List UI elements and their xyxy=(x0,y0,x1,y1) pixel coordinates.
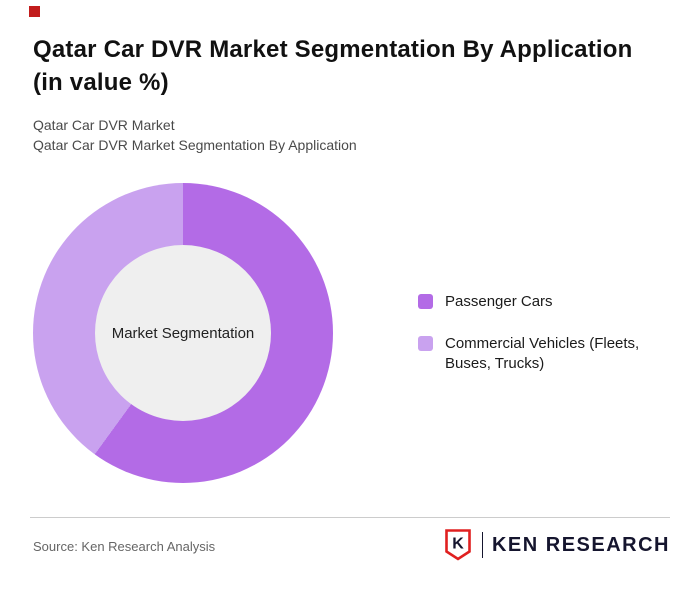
legend: Passenger Cars Commercial Vehicles (Flee… xyxy=(418,292,658,396)
donut-chart: Market Segmentation xyxy=(33,183,333,483)
logo-letter: K xyxy=(452,536,464,553)
logo-separator xyxy=(481,532,483,558)
red-marker xyxy=(29,6,40,17)
logo-shield-icon: K xyxy=(445,529,471,561)
donut-center-label: Market Segmentation xyxy=(111,324,255,342)
legend-swatch xyxy=(418,336,433,351)
source-text: Source: Ken Research Analysis xyxy=(33,539,216,554)
legend-item: Commercial Vehicles (Fleets, Buses, Truc… xyxy=(418,334,658,374)
chart-subtitle-line1: Qatar Car DVR Market xyxy=(33,117,175,133)
legend-label: Passenger Cars xyxy=(445,293,553,310)
page-title: Qatar Car DVR Market Segmentation By App… xyxy=(33,36,633,96)
logo-text: KEN RESEARCH xyxy=(491,533,670,556)
legend-label: Commercial Vehicles (Fleets, Buses, Truc… xyxy=(445,335,640,372)
legend-swatch xyxy=(418,294,433,309)
ken-research-logo: K KEN RESEARCH xyxy=(443,528,670,562)
chart-subtitle-line2: Qatar Car DVR Market Segmentation By App… xyxy=(33,137,357,153)
legend-item: Passenger Cars xyxy=(418,292,658,312)
footer-divider xyxy=(30,517,670,518)
donut-center: Market Segmentation xyxy=(95,245,271,421)
